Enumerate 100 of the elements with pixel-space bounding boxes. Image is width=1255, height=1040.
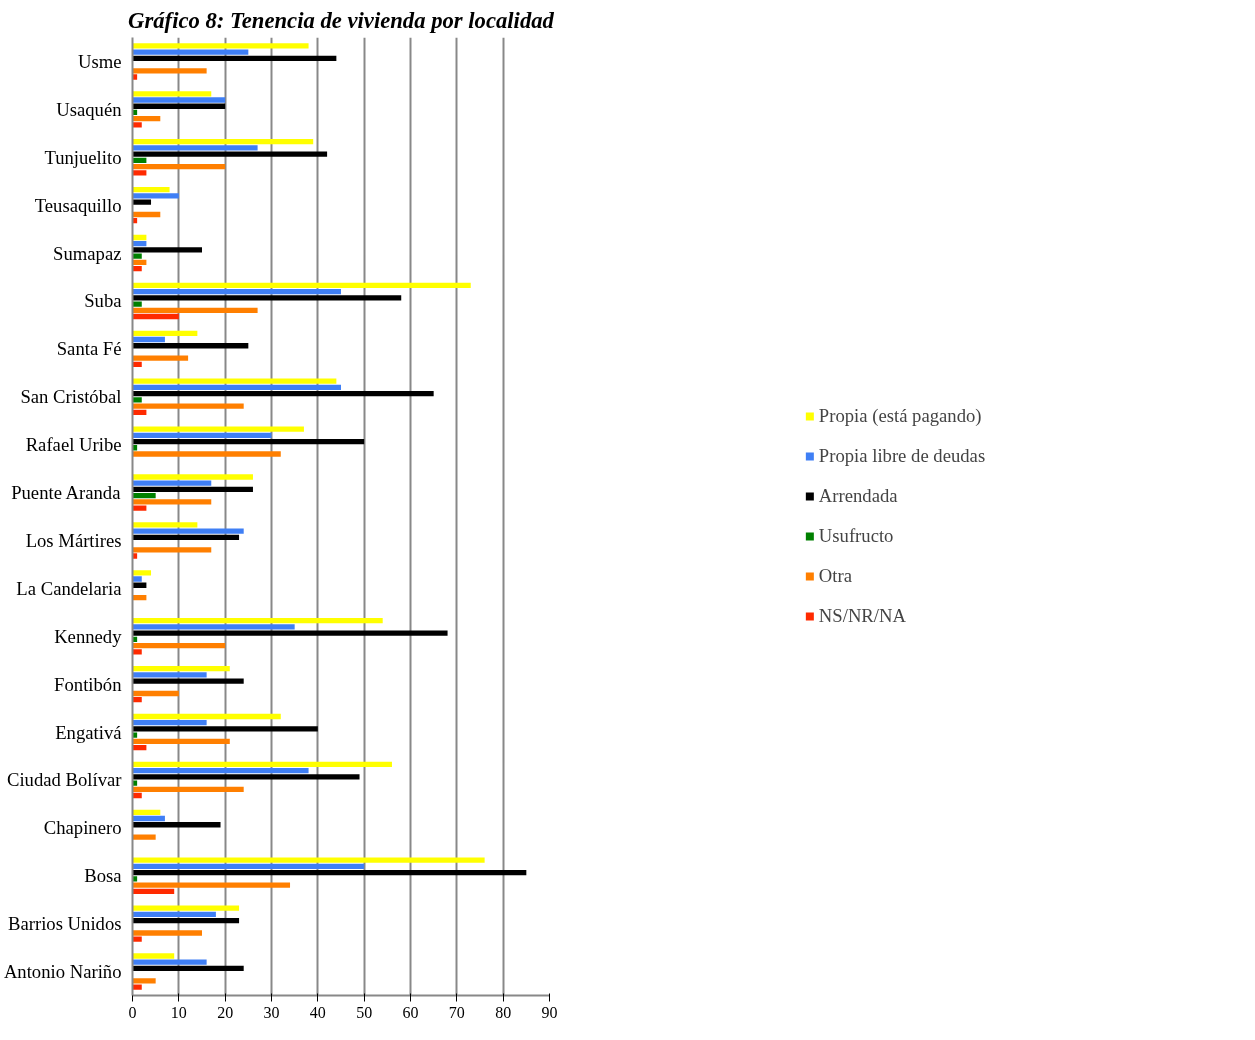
y-tick-label: Barrios Unidos xyxy=(8,913,122,935)
bar xyxy=(132,965,244,972)
bar xyxy=(132,390,434,397)
bar xyxy=(132,678,244,684)
bar xyxy=(132,618,383,624)
bar xyxy=(132,288,341,295)
bar xyxy=(132,690,179,697)
bar xyxy=(132,343,249,349)
bar xyxy=(132,642,226,649)
x-tick-label: 80 xyxy=(495,1003,512,1021)
bar xyxy=(132,474,253,480)
y-tick-label: Sumapaz xyxy=(53,242,122,264)
y-tick-label: Puente Aranda xyxy=(11,482,122,504)
bar xyxy=(132,815,165,822)
bar xyxy=(132,576,142,582)
bar xyxy=(132,822,221,828)
y-tick-label: Los Mártires xyxy=(25,529,122,551)
bar xyxy=(132,911,216,917)
bar xyxy=(132,451,281,457)
chart-title: Gráfico 8: Tenencia de vivienda por localidad xyxy=(128,7,555,33)
bar xyxy=(132,738,230,745)
bar xyxy=(132,984,142,990)
bar xyxy=(132,295,402,301)
bar xyxy=(132,163,226,170)
bar xyxy=(132,863,365,870)
bar xyxy=(132,426,304,432)
x-tick-label: 60 xyxy=(402,1003,419,1021)
x-tick-label: 0 xyxy=(128,1003,137,1021)
bar xyxy=(132,282,471,289)
y-tick-label: Suba xyxy=(84,290,123,312)
bar xyxy=(132,145,258,151)
bar xyxy=(132,505,147,511)
y-tick-label: Rafael Uribe xyxy=(25,434,122,456)
bar xyxy=(132,857,485,863)
bar xyxy=(132,630,448,636)
bar xyxy=(132,486,253,493)
bar xyxy=(132,193,179,199)
bar xyxy=(132,68,207,74)
x-tick-label: 90 xyxy=(541,1003,558,1021)
bar xyxy=(132,438,365,445)
bar xyxy=(132,307,258,313)
bar xyxy=(132,151,328,157)
y-tick-label: Fontibón xyxy=(54,673,123,695)
bar xyxy=(132,186,170,193)
bar xyxy=(132,499,212,505)
bar xyxy=(132,355,189,361)
bar xyxy=(132,761,392,768)
bar xyxy=(132,139,314,145)
x-tick-label: 30 xyxy=(263,1003,280,1021)
bar xyxy=(132,786,244,792)
x-tick-label: 50 xyxy=(356,1003,373,1021)
bar xyxy=(132,97,226,103)
legend-label: Arrendada xyxy=(818,485,898,507)
bar xyxy=(132,905,240,911)
x-tick-label: 10 xyxy=(170,1003,187,1021)
bar xyxy=(132,403,244,409)
y-tick-label: Bosa xyxy=(84,865,123,887)
y-tick-label: Tunjuelito xyxy=(44,146,122,168)
bar xyxy=(132,122,142,128)
bar xyxy=(132,888,175,894)
y-tick-label: Ciudad Bolívar xyxy=(6,769,123,791)
bar xyxy=(132,480,212,486)
y-tick-label: Antonio Nariño xyxy=(3,961,122,983)
bar xyxy=(132,882,291,888)
y-tick-label: San Cristóbal xyxy=(20,386,122,408)
legend-label: Propia libre de deudas xyxy=(818,445,986,467)
y-tick-label: Engativá xyxy=(55,721,123,743)
bar xyxy=(132,547,212,553)
bar xyxy=(132,330,198,336)
x-tick-label: 40 xyxy=(309,1003,326,1021)
bar xyxy=(132,665,230,672)
y-tick-label: Teusaquillo xyxy=(34,194,122,216)
legend-label: Otra xyxy=(818,565,852,587)
bar xyxy=(132,869,527,876)
bar xyxy=(132,528,244,534)
bar xyxy=(132,930,202,936)
y-tick-label: Usme xyxy=(77,50,122,72)
y-tick-label: La Candelaria xyxy=(16,577,123,599)
bar xyxy=(132,313,179,320)
bar xyxy=(132,301,142,307)
bar xyxy=(132,522,198,528)
bar xyxy=(132,432,272,438)
bar xyxy=(132,91,212,97)
y-tick-label: Kennedy xyxy=(54,625,123,647)
bar xyxy=(132,378,337,384)
y-tick-label: Santa Fé xyxy=(56,338,122,360)
bar xyxy=(132,336,165,343)
bar xyxy=(132,43,309,49)
legend-label: NS/NR/NA xyxy=(818,605,906,627)
bar xyxy=(132,767,309,774)
bar xyxy=(132,247,202,253)
bar xyxy=(132,397,142,403)
bar xyxy=(132,774,360,780)
bar xyxy=(132,953,175,959)
y-tick-label: Usaquén xyxy=(56,98,123,120)
bar xyxy=(132,726,318,732)
bar xyxy=(132,959,207,965)
bar xyxy=(132,49,249,55)
bar xyxy=(132,720,207,726)
bar xyxy=(132,199,152,205)
